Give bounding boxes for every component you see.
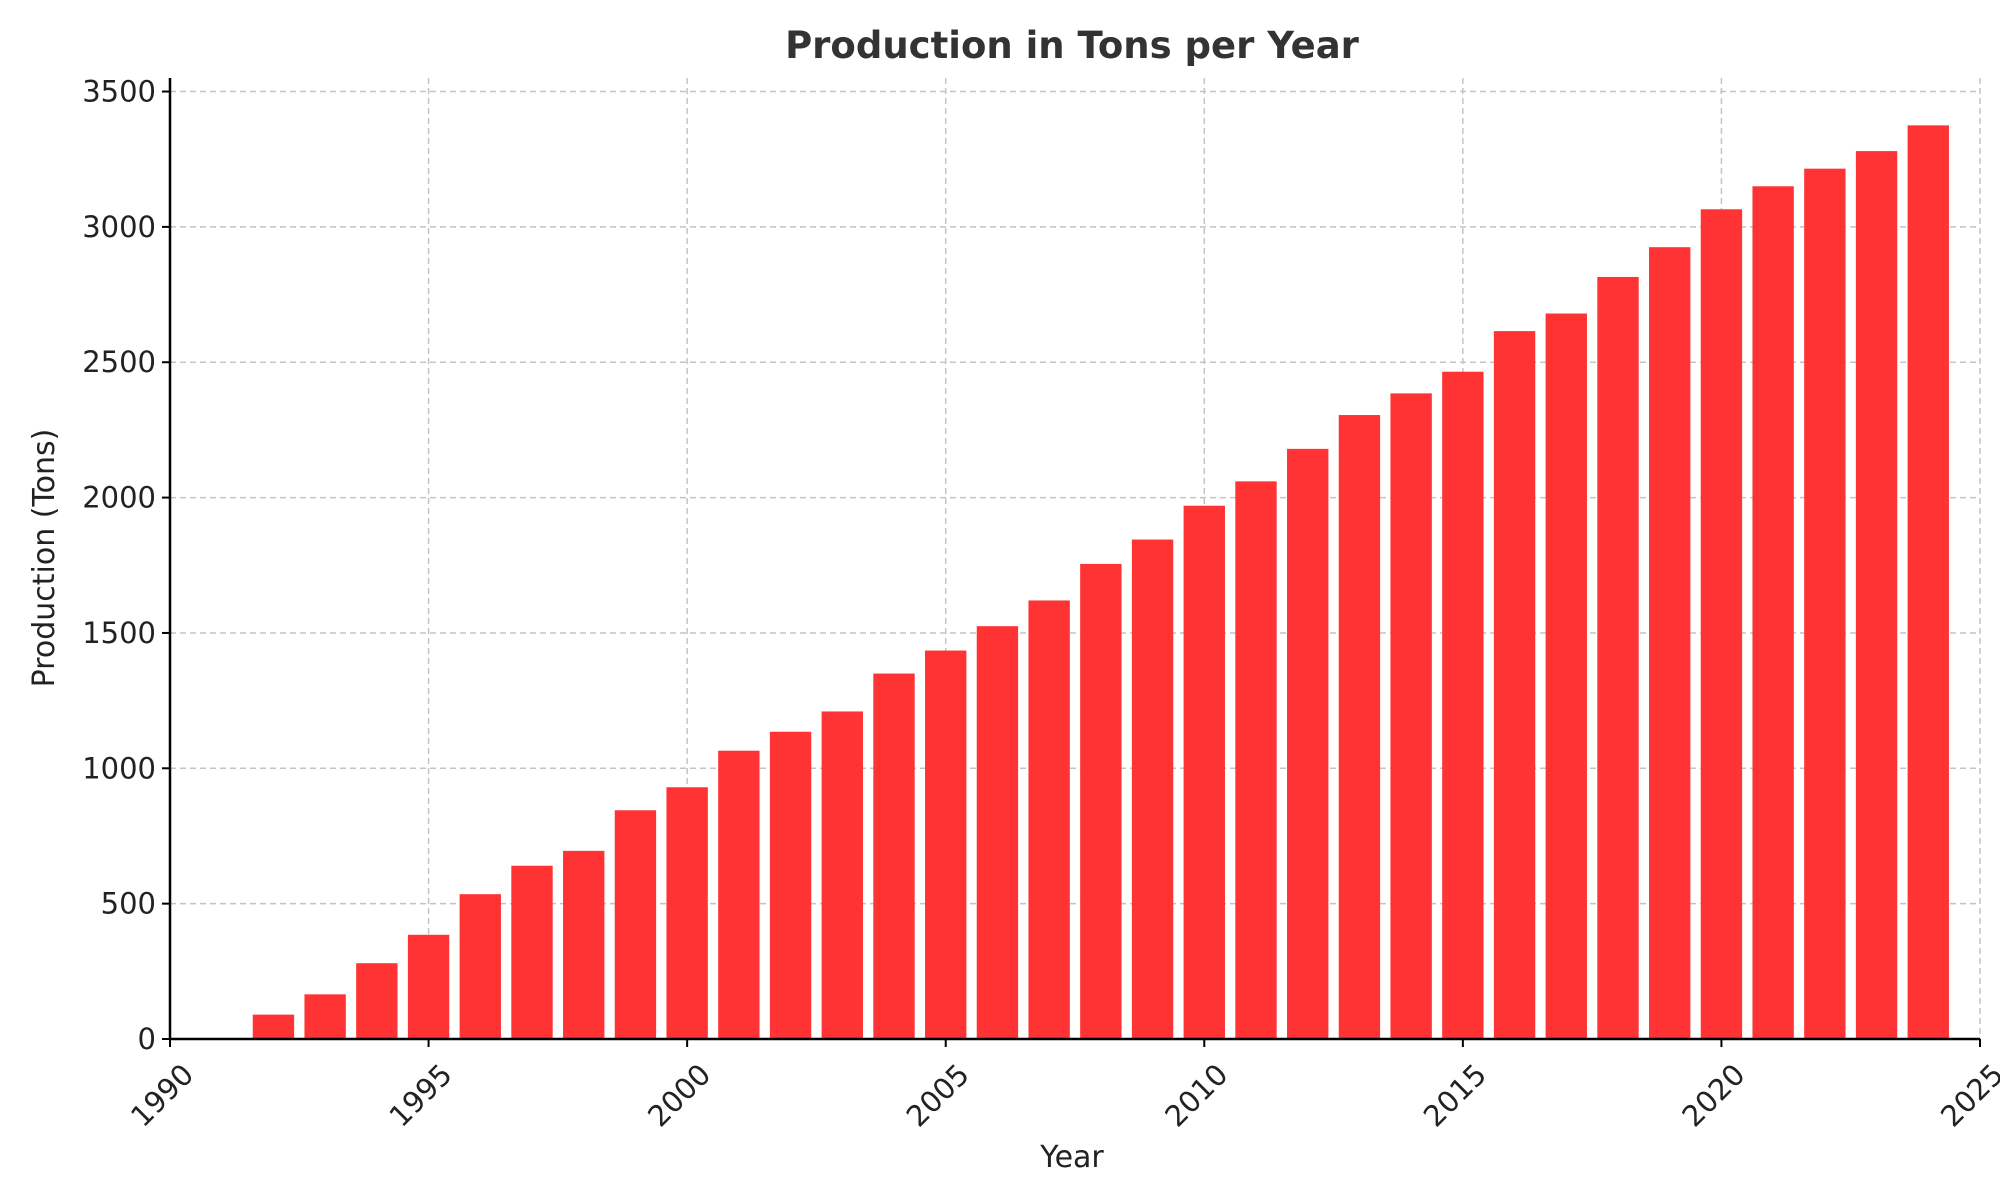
- bar-2000: [666, 787, 708, 1039]
- y-tick-label: 3500: [82, 75, 156, 109]
- bar-2003: [821, 711, 863, 1039]
- x-tick-label: 2020: [1675, 1057, 1751, 1133]
- x-tick-label: 1990: [124, 1057, 200, 1133]
- bar-1997: [511, 865, 553, 1039]
- y-tick-label: 3000: [82, 210, 156, 244]
- chart-title: Production in Tons per Year: [785, 24, 1360, 67]
- x-tick-label: 2015: [1417, 1057, 1493, 1133]
- bar-1999: [614, 810, 657, 1039]
- x-tick-label: 1995: [383, 1057, 459, 1133]
- bar-2007: [1028, 600, 1070, 1039]
- x-tick-label: 2000: [641, 1057, 717, 1133]
- bar-2013: [1338, 415, 1381, 1040]
- x-axis-label: Year: [1039, 1140, 1104, 1175]
- x-tick-label: 2010: [1158, 1057, 1234, 1133]
- bar-2001: [718, 750, 760, 1039]
- bar-1996: [459, 894, 501, 1039]
- y-tick-label: 2500: [82, 345, 156, 379]
- bar-2014: [1390, 393, 1432, 1039]
- bar-1995: [407, 934, 450, 1039]
- y-tick-label: 1500: [82, 616, 156, 650]
- bar-2018: [1597, 276, 1639, 1039]
- x-tick-label: 2005: [900, 1057, 976, 1133]
- bar-2010: [1183, 505, 1225, 1040]
- bar-2004: [873, 673, 915, 1039]
- bar-2015: [1442, 371, 1484, 1039]
- bar-1994: [356, 963, 398, 1039]
- y-tick-label: 2000: [82, 481, 156, 515]
- bar-2017: [1545, 313, 1587, 1039]
- bar-2019: [1649, 247, 1691, 1040]
- y-tick-label: 1000: [82, 751, 156, 785]
- x-tick-label: 2025: [1934, 1057, 2000, 1133]
- bar-2006: [976, 626, 1019, 1039]
- bar-2024: [1907, 125, 1949, 1040]
- bars: [252, 125, 1949, 1040]
- y-tick-label: 500: [101, 887, 156, 921]
- bar-2023: [1855, 151, 1898, 1039]
- bar-1992: [252, 1014, 295, 1039]
- bar-2005: [925, 650, 967, 1039]
- bar-1993: [304, 994, 346, 1039]
- bar-2012: [1287, 448, 1329, 1040]
- bar-2002: [769, 731, 812, 1039]
- bar-1998: [563, 850, 605, 1039]
- bar-2008: [1080, 563, 1122, 1039]
- bar-2011: [1235, 481, 1277, 1039]
- y-tick-label: 0: [138, 1022, 156, 1056]
- bar-2022: [1804, 168, 1846, 1039]
- bar-2009: [1131, 539, 1174, 1039]
- bar-2016: [1493, 331, 1536, 1039]
- bar-2021: [1752, 186, 1794, 1040]
- y-axis-label: Production (Tons): [27, 429, 62, 688]
- bar-2020: [1700, 209, 1743, 1039]
